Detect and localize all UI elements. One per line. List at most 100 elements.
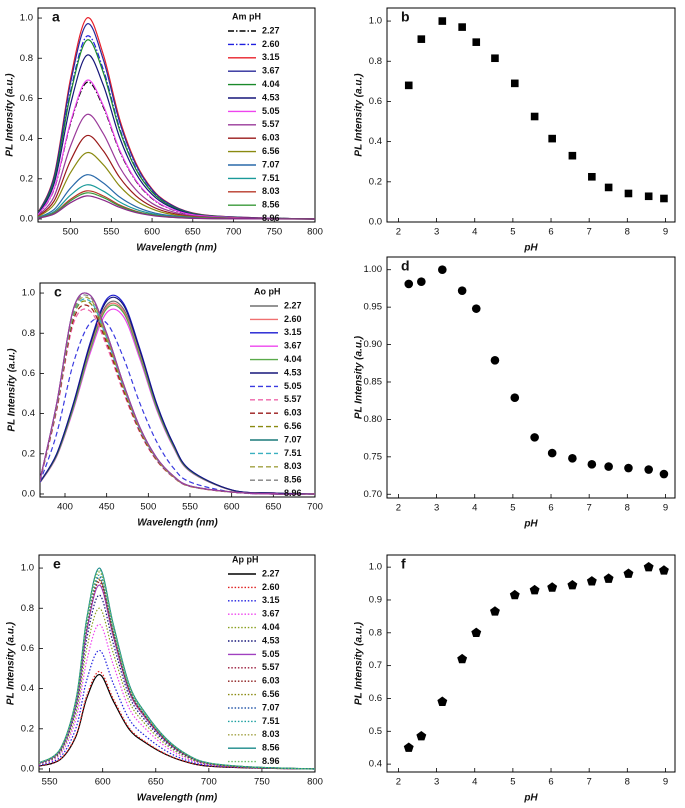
- legend-label: 6.56: [262, 689, 280, 699]
- spectrum-line: [40, 298, 315, 495]
- y-tick-label: 0.6: [21, 643, 34, 654]
- y-tick-label: 0.8: [369, 627, 382, 638]
- x-tick-label: 9: [663, 777, 668, 788]
- spectrum-line: [40, 308, 315, 495]
- data-point: [568, 151, 577, 160]
- x-tick-label: 650: [185, 227, 201, 238]
- data-point: [644, 465, 653, 474]
- legend-label: 4.04: [262, 79, 280, 89]
- legend-label: 4.53: [262, 92, 280, 102]
- x-tick-label: 6: [548, 777, 553, 788]
- legend-label: 4.04: [284, 354, 302, 364]
- data-point: [547, 582, 558, 592]
- legend-label: 3.67: [284, 341, 302, 351]
- legend-title: Am pH: [232, 11, 261, 21]
- x-tick-label: 7: [587, 227, 592, 238]
- x-tick-label: 7: [587, 503, 592, 514]
- data-point: [490, 606, 500, 616]
- spectrum-line: [40, 300, 315, 495]
- y-tick-label: 1.0: [21, 563, 34, 574]
- legend-label: 2.27: [262, 568, 280, 578]
- spectrum-line: [40, 300, 315, 495]
- plot-frame: [386, 554, 676, 773]
- legend-label: 7.07: [284, 434, 302, 444]
- x-tick-label: 450: [99, 502, 115, 513]
- data-point: [603, 573, 614, 583]
- spectrum-line: [39, 607, 315, 770]
- data-point: [471, 627, 482, 638]
- legend-label: 6.56: [262, 146, 280, 156]
- y-tick-label: 0.2: [369, 176, 382, 187]
- legend-label: 8.96: [262, 756, 280, 766]
- y-tick-label: 0.85: [364, 377, 383, 388]
- spectrum-line: [40, 317, 315, 495]
- x-tick-label: 700: [226, 227, 242, 238]
- legend-label: 5.57: [262, 119, 280, 129]
- x-tick-label: 800: [307, 777, 323, 788]
- x-tick-label: 650: [265, 502, 281, 513]
- legend-label: 4.04: [262, 622, 280, 632]
- legend-label: 8.96: [262, 213, 280, 223]
- x-tick-label: 550: [182, 502, 198, 513]
- y-tick-label: 0.4: [369, 759, 382, 770]
- legend-label: 2.27: [284, 300, 302, 310]
- data-point: [643, 561, 654, 572]
- data-point: [417, 277, 426, 286]
- legend-label: 3.67: [262, 609, 280, 619]
- data-point: [437, 696, 448, 706]
- y-tick-label: 0.0: [22, 489, 35, 500]
- series-group: [39, 567, 315, 770]
- panel-label: c: [54, 284, 62, 300]
- data-point: [587, 460, 597, 469]
- spectrum-line: [39, 569, 315, 770]
- x-tick-label: 4: [472, 227, 477, 238]
- x-tick-label: 650: [148, 777, 164, 788]
- panel-label: f: [401, 556, 406, 572]
- data-point: [624, 189, 633, 198]
- x-tick-label: 500: [63, 227, 79, 238]
- legend-label: 8.03: [262, 186, 280, 196]
- y-tick-label: 0.95: [364, 302, 383, 313]
- y-axis-label: PL Intensity (a.u.): [7, 348, 18, 432]
- legend-label: 5.57: [284, 394, 302, 404]
- y-tick-label: 0.90: [364, 339, 383, 350]
- data-point: [510, 393, 520, 403]
- data-point: [624, 463, 633, 473]
- spectrum-line: [40, 308, 315, 495]
- legend-label: 8.56: [284, 475, 302, 485]
- spectrum-line: [40, 296, 315, 495]
- y-tick-label: 1.0: [369, 562, 382, 573]
- legend-label: 6.03: [262, 676, 280, 686]
- x-tick-label: 800: [307, 227, 323, 238]
- y-tick-label: 0.6: [20, 93, 33, 104]
- legend-label: 8.03: [284, 461, 302, 471]
- data-point: [529, 584, 540, 595]
- x-tick-label: 5: [510, 227, 515, 238]
- legend-label: 4.53: [262, 635, 280, 645]
- x-tick-label: 550: [103, 227, 119, 238]
- legend-label: 6.03: [262, 133, 280, 143]
- y-tick-label: 0.6: [22, 368, 35, 379]
- legend-label: 2.60: [284, 314, 302, 324]
- legend-label: 7.51: [262, 716, 280, 726]
- legend-label: 2.60: [262, 39, 280, 49]
- x-axis-label: Wavelength (nm): [136, 243, 217, 254]
- x-tick-label: 500: [140, 502, 156, 513]
- legend-label: 7.07: [262, 159, 280, 169]
- data-point: [404, 279, 414, 289]
- data-point: [457, 286, 467, 295]
- data-point: [660, 194, 668, 203]
- legend-title: Ao pH: [254, 286, 281, 296]
- x-tick-label: 8: [625, 227, 630, 238]
- data-point: [438, 265, 447, 275]
- plot-frame: [39, 282, 316, 498]
- x-tick-label: 600: [144, 227, 160, 238]
- panel: 2 3 4 5 6 7 8 9 0.70 0.75 0.80 0.85 0.90 0.95 1.00 pH PL…: [354, 256, 676, 530]
- data-point: [659, 469, 669, 479]
- data-point: [417, 35, 426, 43]
- y-tick-label: 0.6: [369, 96, 382, 107]
- y-axis-label: PL Intensity (a.u.): [6, 621, 17, 705]
- spectrum-line: [40, 296, 315, 495]
- x-tick-label: 600: [224, 502, 240, 513]
- legend-label: 5.05: [262, 106, 280, 116]
